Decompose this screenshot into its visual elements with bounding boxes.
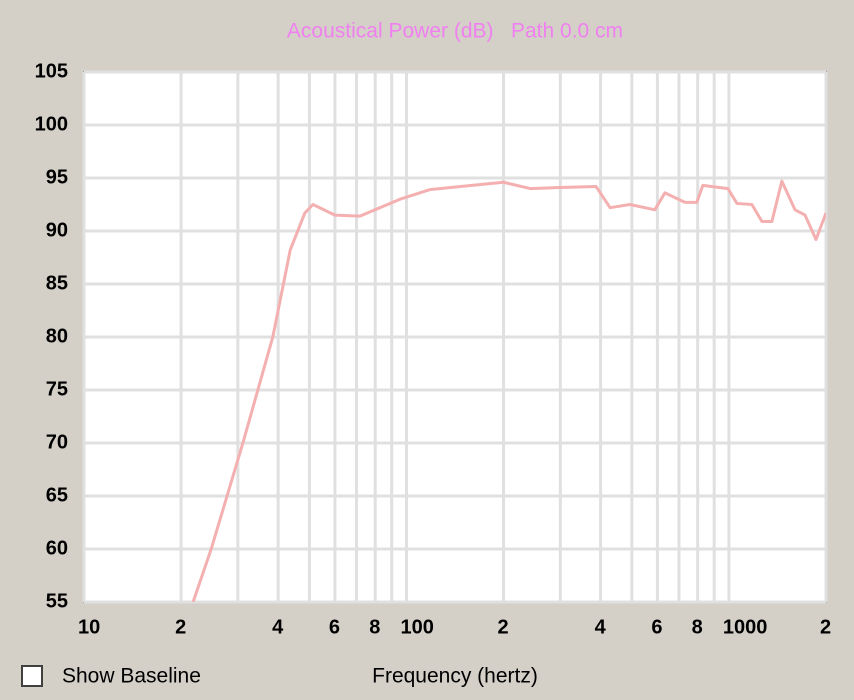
y-tick-label: 105 xyxy=(35,60,68,82)
x-tick-label: 8 xyxy=(369,616,380,638)
x-tick-label: 10 xyxy=(78,616,100,638)
x-tick-label: 4 xyxy=(595,616,607,638)
x-tick-label: 100 xyxy=(400,616,433,638)
y-tick-label: 70 xyxy=(46,431,68,453)
y-tick-label: 90 xyxy=(46,219,68,241)
chart-title: Acoustical Power (dB) Path 0.0 cm xyxy=(287,20,623,43)
checkbox[interactable] xyxy=(21,665,43,687)
data-line xyxy=(191,179,826,602)
y-tick-label: 60 xyxy=(46,537,68,559)
y-tick-label: 85 xyxy=(46,272,68,294)
x-tick-label: 1000 xyxy=(723,616,768,638)
y-tick-label: 75 xyxy=(46,378,68,400)
y-tick-label: 55 xyxy=(46,590,68,612)
y-tick-label: 100 xyxy=(35,113,68,135)
x-tick-label: 2 xyxy=(820,616,831,638)
checkbox-label[interactable]: Show Baseline xyxy=(62,665,201,688)
y-tick-label: 65 xyxy=(46,484,68,506)
x-tick-label: 8 xyxy=(692,616,703,638)
x-tick-label: 6 xyxy=(329,616,340,638)
y-tick-label: 95 xyxy=(46,166,68,188)
x-tick-label: 6 xyxy=(651,616,662,638)
x-tick-label: 4 xyxy=(272,616,284,638)
x-axis-label: Frequency (hertz) xyxy=(372,665,538,688)
x-tick-label: 2 xyxy=(175,616,186,638)
x-tick-label: 2 xyxy=(498,616,509,638)
y-tick-label: 80 xyxy=(46,325,68,347)
